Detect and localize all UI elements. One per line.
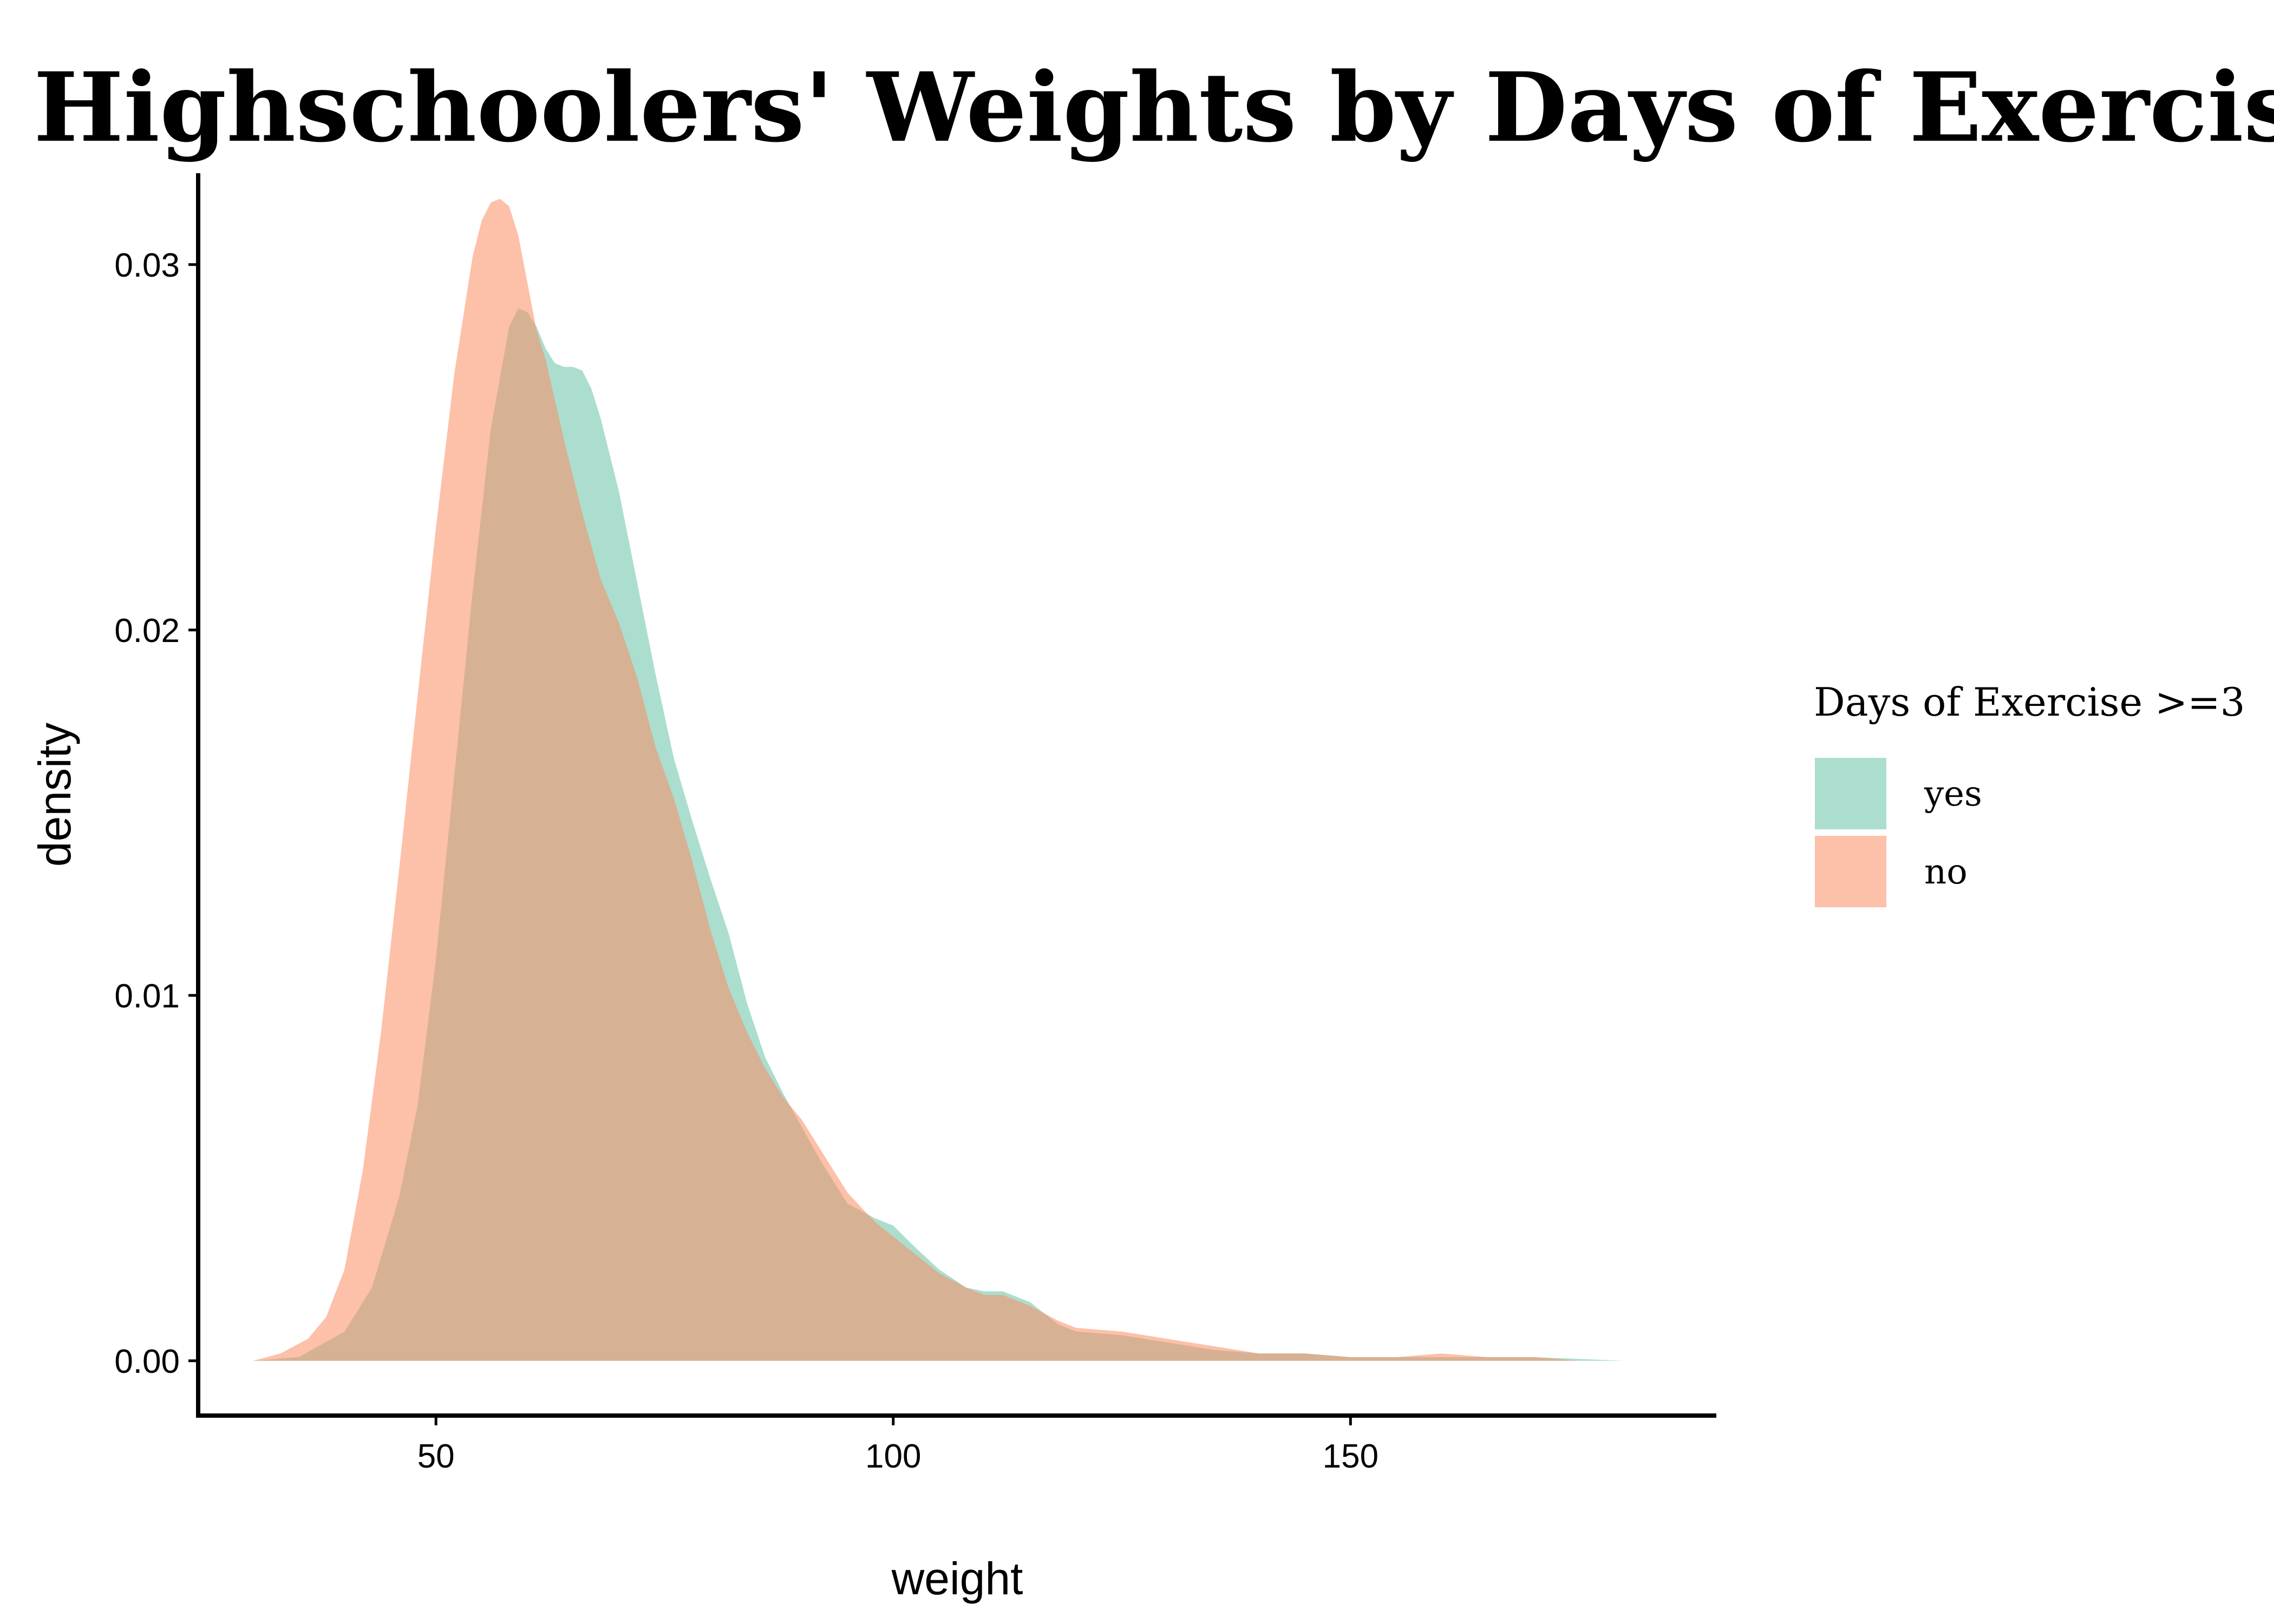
legend-label-yes: yes	[1924, 774, 1982, 814]
density-area-no	[253, 199, 1625, 1361]
chart-title: Highschoolers' Weights by Days of Exerci…	[34, 51, 2274, 163]
legend-key-no	[1815, 836, 1886, 907]
y-axis-title: density	[29, 723, 80, 867]
legend: Days of Exercise >=3 yes no	[1814, 679, 2245, 907]
x-tick-label: 150	[1323, 1438, 1378, 1475]
y-tick-label: 0.00	[114, 1343, 180, 1380]
y-tick-label: 0.01	[114, 978, 180, 1015]
density-series	[253, 199, 1625, 1361]
x-axis-ticks: 50 100 150	[417, 1416, 1378, 1475]
legend-key-yes	[1815, 758, 1886, 829]
x-tick-label: 100	[865, 1438, 921, 1475]
x-tick-label: 50	[417, 1438, 455, 1475]
y-tick-label: 0.02	[114, 612, 180, 650]
legend-entries: yes no	[1815, 758, 1982, 907]
legend-label-no: no	[1924, 852, 1968, 892]
y-tick-label: 0.03	[114, 247, 180, 284]
x-axis-title: weight	[891, 1553, 1023, 1604]
axes	[196, 173, 1716, 1418]
legend-title: Days of Exercise >=3	[1814, 679, 2245, 725]
y-axis-ticks: 0.00 0.01 0.02 0.03	[114, 247, 198, 1380]
